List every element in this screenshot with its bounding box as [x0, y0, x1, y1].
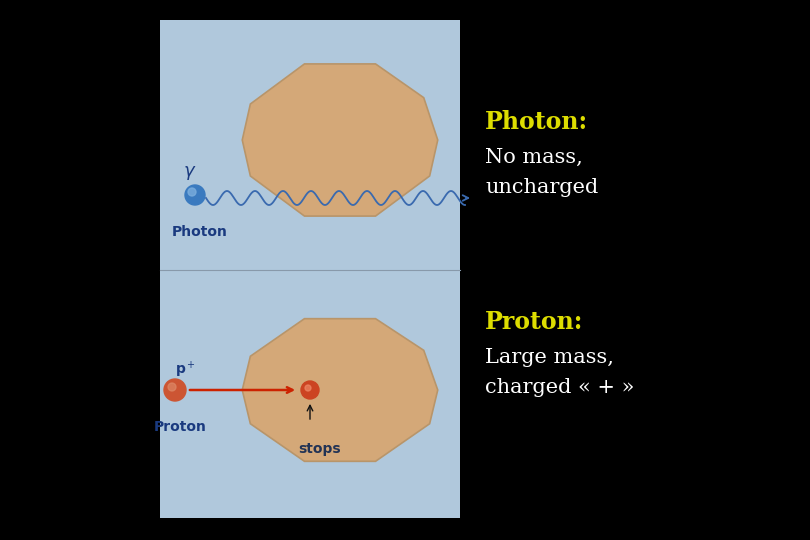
Text: $\gamma$: $\gamma$	[183, 164, 197, 182]
Polygon shape	[242, 64, 437, 216]
Circle shape	[305, 385, 311, 391]
Text: Photon: Photon	[172, 225, 228, 239]
Circle shape	[185, 185, 205, 205]
Circle shape	[301, 381, 319, 399]
Text: No mass,: No mass,	[485, 148, 582, 167]
Text: uncharged: uncharged	[485, 178, 599, 197]
Text: p$^+$: p$^+$	[174, 360, 195, 380]
Text: Proton: Proton	[154, 420, 207, 434]
Text: Photon:: Photon:	[485, 110, 588, 134]
Circle shape	[188, 188, 196, 196]
Text: stops: stops	[299, 442, 341, 456]
Circle shape	[168, 383, 176, 391]
Circle shape	[164, 379, 186, 401]
Bar	[160, 20, 460, 518]
Text: Large mass,: Large mass,	[485, 348, 614, 367]
Polygon shape	[242, 319, 437, 461]
Text: Proton:: Proton:	[485, 310, 583, 334]
Text: charged « + »: charged « + »	[485, 378, 634, 397]
